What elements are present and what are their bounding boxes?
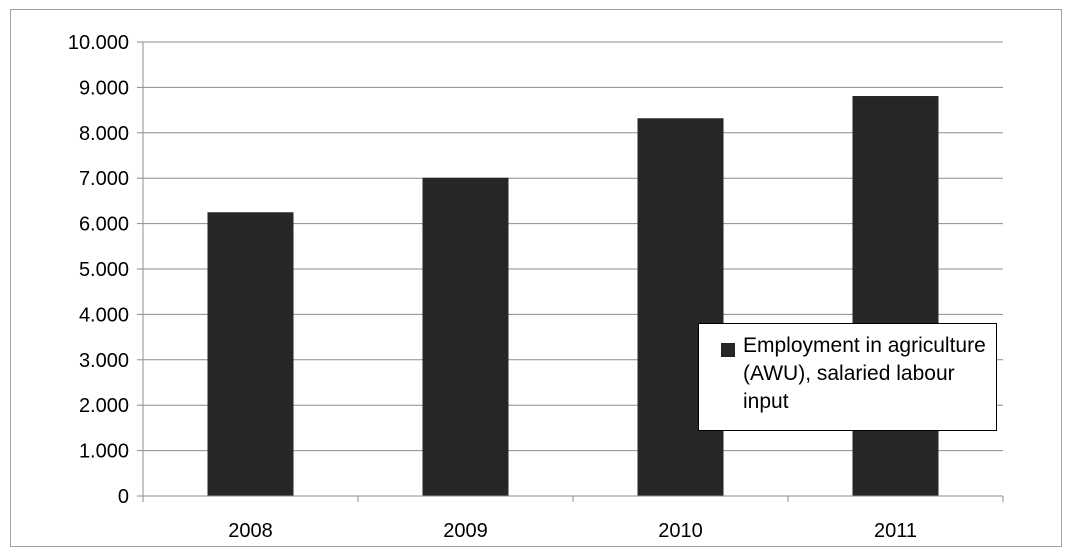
y-tick-label: 7.000 (79, 168, 129, 190)
y-tick-label: 6.000 (79, 214, 129, 236)
y-tick-label: 10.000 (68, 32, 129, 54)
y-tick-label: 4.000 (79, 304, 129, 326)
y-tick-label: 9.000 (79, 77, 129, 99)
bars (207, 96, 939, 496)
bar (637, 118, 724, 496)
axes (142, 42, 1004, 502)
legend: Employment in agriculture (AWU), salarie… (698, 323, 997, 431)
chart-frame (10, 9, 1062, 547)
bar (207, 212, 294, 496)
y-tick-label: 2.000 (79, 395, 129, 417)
legend-label: Employment in agriculture (AWU), salarie… (743, 334, 986, 413)
x-tick-label: 2011 (874, 520, 917, 542)
x-tick-label: 2008 (228, 520, 273, 542)
x-tick-labels: 2008 2009 2010 2011 (228, 520, 917, 542)
x-tick-label: 2009 (443, 520, 488, 542)
y-tick-label: 1.000 (79, 441, 129, 463)
y-tick-label: 0 (118, 486, 129, 508)
y-tick-label: 8.000 (79, 123, 129, 145)
bar (422, 177, 509, 496)
legend-swatch (721, 343, 735, 357)
y-tick-labels: 0 1.000 2.000 3.000 4.000 5.000 6.000 7.000 8.00… (68, 32, 129, 508)
y-tick-label: 5.000 (79, 259, 129, 281)
x-tick-label: 2010 (658, 520, 703, 542)
y-tick-label: 3.000 (79, 350, 129, 372)
bar (852, 96, 939, 496)
